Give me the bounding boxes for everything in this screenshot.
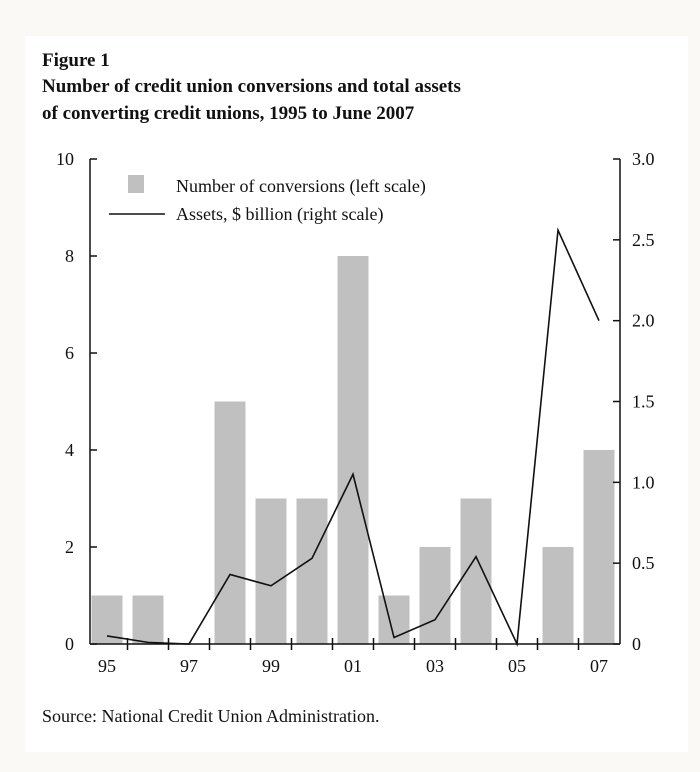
right-tick-label: 0 — [632, 634, 641, 654]
bar-96 — [132, 595, 164, 644]
x-tick-label: 03 — [426, 656, 444, 676]
legend-bar-label: Number of conversions (left scale) — [176, 176, 426, 197]
right-tick-label: 0.5 — [632, 553, 655, 573]
bar-07 — [583, 450, 615, 644]
left-tick-label: 6 — [65, 343, 74, 363]
left-tick-label: 8 — [65, 246, 74, 266]
left-tick-label: 10 — [56, 149, 74, 169]
x-tick-label: 99 — [262, 656, 280, 676]
bar-06 — [542, 547, 574, 644]
right-tick-label: 1.5 — [632, 392, 655, 412]
left-tick-label: 0 — [65, 634, 74, 654]
source-note: Source: National Credit Union Administra… — [42, 706, 380, 726]
x-tick-label: 05 — [508, 656, 526, 676]
legend-bar-swatch — [128, 175, 144, 193]
x-tick-label: 01 — [344, 656, 362, 676]
x-tick-label: 07 — [590, 656, 608, 676]
right-tick-label: 1.0 — [632, 472, 655, 492]
bar-04 — [460, 498, 492, 644]
chart-title-line2: of converting credit unions, 1995 to Jun… — [42, 103, 415, 124]
assets-line — [106, 227, 600, 647]
legend-line-label: Assets, $ billion (right scale) — [176, 204, 383, 225]
bar-03 — [419, 547, 451, 644]
bar-00 — [296, 498, 328, 644]
right-tick-label: 2.0 — [632, 311, 655, 331]
chart-title-line1: Number of credit union conversions and t… — [42, 76, 461, 97]
bar-99 — [255, 498, 287, 644]
left-tick-label: 4 — [65, 440, 74, 460]
bar-98 — [214, 401, 246, 644]
left-tick-label: 2 — [65, 537, 74, 557]
figure-label: Figure 1 — [42, 50, 110, 71]
right-tick-label: 2.5 — [632, 230, 655, 250]
x-tick-label: 97 — [180, 656, 198, 676]
right-tick-label: 3.0 — [632, 149, 655, 169]
x-tick-label: 95 — [98, 656, 116, 676]
bar-01 — [337, 256, 369, 644]
